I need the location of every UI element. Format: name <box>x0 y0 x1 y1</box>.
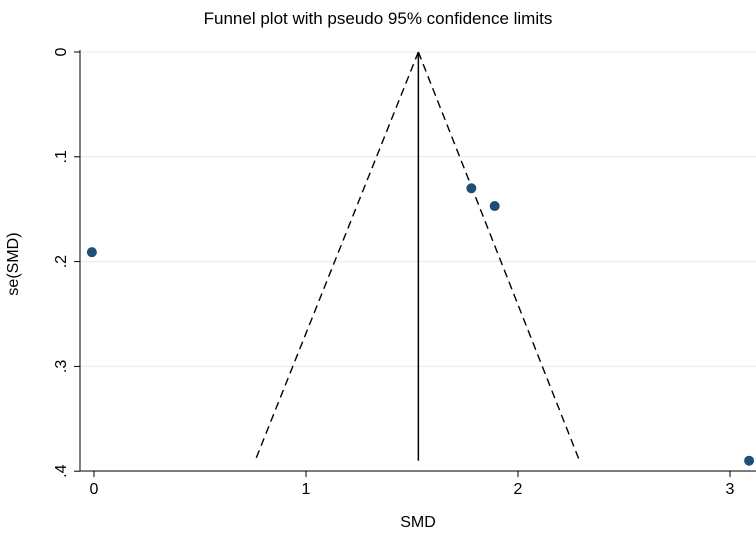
x-tick-label-0: 0 <box>90 481 99 498</box>
data-point-0 <box>86 247 97 258</box>
y-tick-label-2: .2 <box>53 255 70 268</box>
chart-title: Funnel plot with pseudo 95% confidence l… <box>203 9 553 28</box>
data-point-3 <box>744 455 755 466</box>
y-axis-label: se(SMD) <box>5 232 22 296</box>
funnel-lines <box>254 51 581 461</box>
y-tick-label-0: 0 <box>53 47 70 56</box>
x-tick-label-2: 2 <box>514 481 523 498</box>
upper-confidence-limit <box>417 51 581 461</box>
lower-confidence-limit <box>254 51 420 461</box>
data-point-2 <box>489 201 500 212</box>
ticks: 0 .1 .2 .3 .4 0 1 2 3 <box>53 47 735 498</box>
data-point-1 <box>466 183 477 194</box>
data-points <box>86 183 755 466</box>
axes <box>79 50 756 472</box>
x-tick-label-3: 3 <box>726 481 735 498</box>
y-tick-label-1: .1 <box>53 150 70 163</box>
y-tick-label-4: .4 <box>53 464 70 477</box>
x-axis-label: SMD <box>400 514 436 531</box>
y-tick-label-3: .3 <box>53 360 70 373</box>
x-tick-label-1: 1 <box>302 481 311 498</box>
